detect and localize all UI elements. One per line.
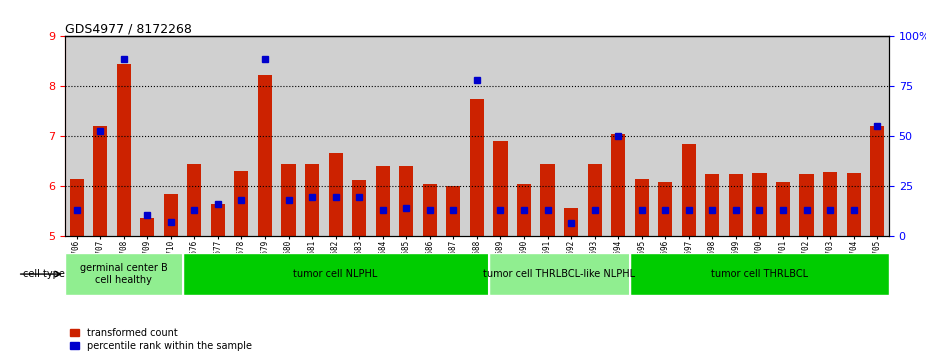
Bar	[376, 166, 390, 236]
Bar	[706, 174, 720, 236]
FancyBboxPatch shape	[182, 253, 489, 295]
Bar	[870, 126, 884, 236]
Bar	[682, 144, 695, 236]
FancyBboxPatch shape	[65, 253, 182, 295]
Text: germinal center B
cell healthy: germinal center B cell healthy	[80, 263, 168, 285]
Bar	[258, 75, 272, 236]
Bar	[658, 182, 672, 236]
Bar	[799, 174, 814, 236]
Text: tumor cell NLPHL: tumor cell NLPHL	[294, 269, 378, 279]
Bar	[117, 64, 131, 236]
Bar	[164, 193, 178, 236]
FancyBboxPatch shape	[630, 253, 889, 295]
Bar	[423, 184, 437, 236]
Bar	[399, 166, 413, 236]
Text: tumor cell THRLBCL: tumor cell THRLBCL	[711, 269, 808, 279]
Bar	[352, 180, 366, 236]
Bar	[446, 186, 460, 236]
Text: GDS4977 / 8172268: GDS4977 / 8172268	[65, 22, 192, 35]
Legend: transformed count, percentile rank within the sample: transformed count, percentile rank withi…	[69, 328, 252, 351]
Bar	[69, 179, 83, 236]
Bar	[541, 164, 555, 236]
Bar	[846, 172, 860, 236]
Bar	[329, 152, 343, 236]
Bar	[305, 164, 319, 236]
Bar	[564, 208, 578, 236]
Bar	[517, 184, 531, 236]
Bar	[140, 219, 155, 236]
Bar	[494, 141, 507, 236]
Bar	[611, 134, 625, 236]
Bar	[94, 126, 107, 236]
Bar	[823, 172, 837, 236]
Bar	[588, 164, 602, 236]
Bar	[634, 179, 649, 236]
Bar	[211, 204, 225, 236]
Bar	[753, 172, 767, 236]
Bar	[776, 182, 790, 236]
Bar	[187, 164, 201, 236]
FancyBboxPatch shape	[489, 253, 630, 295]
Text: cell type: cell type	[23, 269, 65, 279]
Bar	[282, 164, 295, 236]
Text: tumor cell THRLBCL-like NLPHL: tumor cell THRLBCL-like NLPHL	[483, 269, 635, 279]
Bar	[469, 99, 484, 236]
Bar	[729, 174, 743, 236]
Bar	[234, 171, 248, 236]
